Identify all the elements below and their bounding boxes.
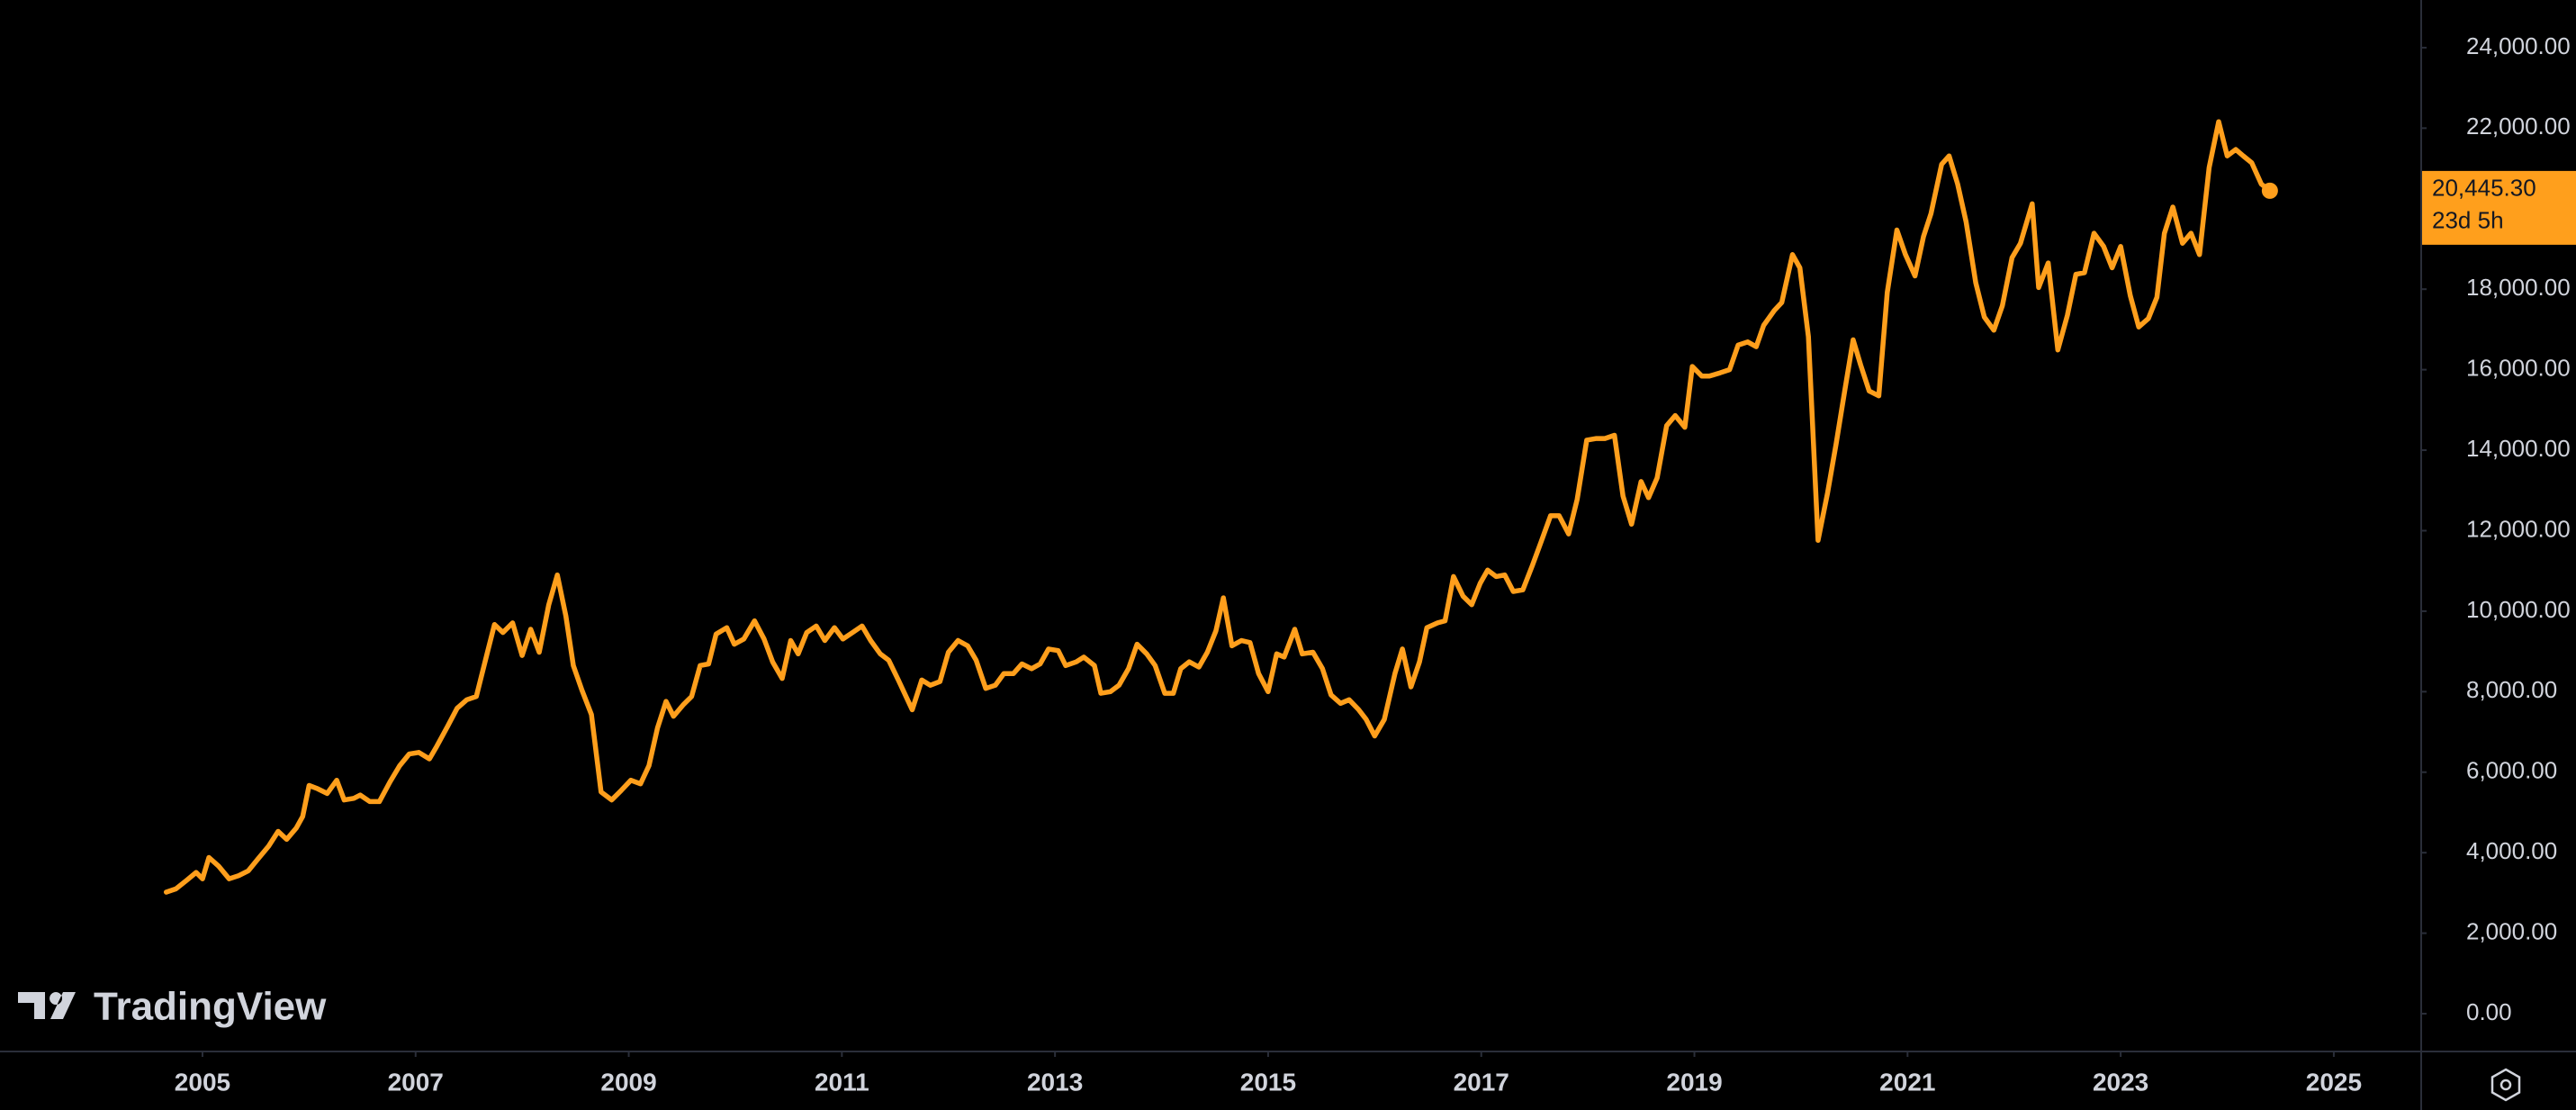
price-label: 20,445.30: [2432, 175, 2536, 202]
countdown-label: 23d 5h: [2432, 207, 2504, 234]
x-tick-label: 2013: [1027, 1068, 1083, 1096]
x-tick-label: 2015: [1240, 1068, 1296, 1096]
y-tick-label: 2,000.00: [2466, 917, 2557, 944]
logo-icon: [18, 992, 76, 1019]
x-tick-label: 2025: [2306, 1068, 2362, 1096]
logo-text: TradingView: [94, 985, 327, 1029]
y-tick-label: 14,000.00: [2466, 435, 2571, 462]
logo: TradingView: [18, 985, 327, 1029]
x-tick-label: 2011: [815, 1068, 869, 1096]
y-tick-label: 4,000.00: [2466, 837, 2557, 864]
price-label-box: [2422, 170, 2576, 245]
price-line: [163, 119, 2273, 895]
x-tick-label: 2009: [600, 1068, 656, 1096]
settings-circle[interactable]: [2499, 1078, 2512, 1091]
settings-icon[interactable]: [2490, 1068, 2521, 1102]
y-tick-label: 10,000.00: [2466, 596, 2571, 623]
y-tick-label: 12,000.00: [2466, 515, 2571, 542]
x-tick-label: 2023: [2093, 1068, 2148, 1096]
y-tick-label: 8,000.00: [2466, 676, 2557, 703]
settings-hexagon[interactable]: [2490, 1068, 2521, 1102]
x-tick-label: 2007: [388, 1068, 444, 1096]
y-tick-label: 6,000.00: [2466, 757, 2557, 784]
y-tick-label: 18,000.00: [2466, 274, 2571, 301]
y-tick-label: 16,000.00: [2466, 355, 2571, 382]
x-tick-label: 2021: [1879, 1068, 1935, 1096]
y-tick-label: 24,000.00: [2466, 32, 2571, 59]
x-tick-label: 2005: [175, 1068, 230, 1096]
x-tick-label: 2017: [1454, 1068, 1509, 1096]
y-tick-label: 22,000.00: [2466, 113, 2571, 140]
y-tick-label: 0.00: [2466, 998, 2512, 1025]
last-point: [2261, 182, 2278, 199]
x-tick-label: 2019: [1666, 1068, 1722, 1096]
